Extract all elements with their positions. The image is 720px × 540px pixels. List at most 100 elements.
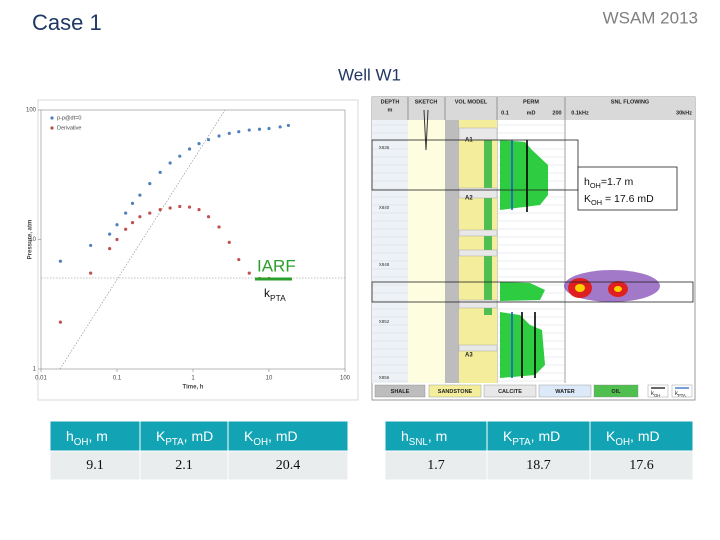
log-header-label: DEPTH — [381, 99, 400, 105]
legend-k-label-part: k — [651, 391, 655, 397]
zone-label: A1 — [465, 138, 473, 144]
callout-line-part: = 17.6 mD — [602, 193, 654, 205]
depth-label: X856 — [379, 375, 390, 380]
kpta-annotation-part: PTA — [270, 293, 286, 303]
legend-label: OIL — [611, 389, 621, 395]
data-point — [138, 193, 142, 197]
table-header: KPTA, mD — [156, 428, 213, 448]
callout-box — [577, 166, 678, 211]
data-point — [108, 232, 112, 236]
log-header-label: 200 — [552, 110, 561, 116]
log-header-label: PERM — [523, 99, 539, 105]
zone-label: A3 — [465, 353, 473, 359]
data-point — [206, 215, 211, 219]
log-header-label: SNL FLOWING — [611, 99, 649, 105]
data-point — [178, 204, 182, 209]
table-header-part: h — [66, 428, 74, 444]
data-point — [124, 211, 128, 215]
log-header-label: VOL MODEL — [455, 99, 488, 105]
table-header-cell — [227, 420, 349, 452]
table-header-part: K — [244, 428, 254, 444]
table-header: KOH, mD — [244, 428, 298, 448]
legend-k-label-part: OH — [654, 393, 660, 398]
table-value: 17.6 — [629, 458, 654, 473]
depth-label: X836 — [379, 145, 390, 150]
table-header-part: h — [401, 428, 409, 444]
well-sketch — [423, 109, 429, 151]
table-header-part: PTA — [165, 437, 184, 448]
legend-swatch — [374, 384, 426, 398]
sketch-track — [408, 120, 445, 383]
snl-noise — [614, 286, 622, 292]
data-point — [158, 170, 162, 174]
table-header-part: PTA — [512, 437, 531, 448]
data-point — [168, 161, 172, 165]
data-point — [178, 154, 182, 158]
legend-label: SANDSTONE — [438, 389, 473, 395]
table-header: KOH, mD — [606, 428, 660, 448]
chart: 0.01 0.1 1 10 100 1 10 100 Time, h Pressure, atm p… — [26, 108, 351, 391]
data-point — [115, 223, 119, 227]
perm-curve — [500, 282, 545, 301]
data-point — [237, 130, 241, 134]
legend-label: SHALE — [391, 389, 410, 395]
data-point — [237, 257, 241, 262]
zone-label: A2 — [465, 196, 473, 202]
data-point — [158, 208, 162, 212]
table-header-part: , mD — [268, 428, 298, 444]
table-header: hOH, m — [66, 428, 108, 448]
table-header: KPTA, mD — [503, 428, 560, 448]
data-point — [227, 131, 231, 135]
x-tick-label: 0.1 — [113, 376, 122, 382]
unit-slope-line — [59, 109, 226, 370]
x-tick-label: 10 — [266, 376, 273, 382]
data-point — [130, 221, 135, 225]
data-point — [278, 125, 282, 129]
shale — [445, 120, 459, 383]
calcite-layer — [458, 229, 498, 237]
table-header-cell — [486, 420, 591, 452]
data-point — [187, 205, 192, 209]
table-value: 2.1 — [175, 458, 193, 473]
table-cell — [486, 450, 591, 481]
callout-line: KOH = 17.6 mD — [584, 193, 654, 208]
kpta-annotation-part: k — [264, 286, 271, 300]
data-point — [89, 243, 93, 248]
chart-frame — [37, 99, 359, 401]
data-point — [197, 208, 201, 212]
log-header-label: mD — [527, 110, 536, 116]
log-header — [372, 97, 695, 120]
table-value: 20.4 — [276, 458, 301, 473]
legend-label: WATER — [555, 389, 574, 395]
table-header-part: OH — [74, 437, 89, 448]
data-point — [267, 126, 271, 131]
table-value: 1.7 — [427, 458, 445, 473]
interval-box — [371, 139, 579, 191]
table-header-part: OH — [615, 437, 630, 448]
data-point — [197, 142, 201, 146]
log-header-label: SKETCH — [415, 99, 438, 105]
table-value: 9.1 — [86, 458, 104, 473]
y-tick-label: 10 — [29, 237, 36, 243]
data-point — [168, 206, 172, 210]
legend-k-label-part: k — [675, 391, 679, 397]
x-tick-label: 0.01 — [35, 376, 47, 382]
table-cell — [139, 450, 229, 481]
legend-swatch — [428, 384, 482, 398]
data-point — [247, 128, 251, 132]
calcite-layer — [458, 249, 498, 257]
table-header-part: SNL — [409, 437, 429, 448]
event-label: WSAM 2013 — [603, 8, 698, 27]
calcite-layer — [458, 299, 498, 309]
data-point — [247, 271, 251, 275]
callout-line-part: K — [584, 193, 591, 205]
depth-label: X848 — [379, 262, 390, 267]
table-header-part: K — [503, 428, 513, 444]
callout-line-part: =1.7 m — [601, 176, 634, 188]
table-value: 18.7 — [526, 458, 551, 473]
table-header-part: OH — [253, 437, 268, 448]
callout-line-part: h — [584, 176, 590, 188]
legend-swatch — [593, 384, 639, 398]
